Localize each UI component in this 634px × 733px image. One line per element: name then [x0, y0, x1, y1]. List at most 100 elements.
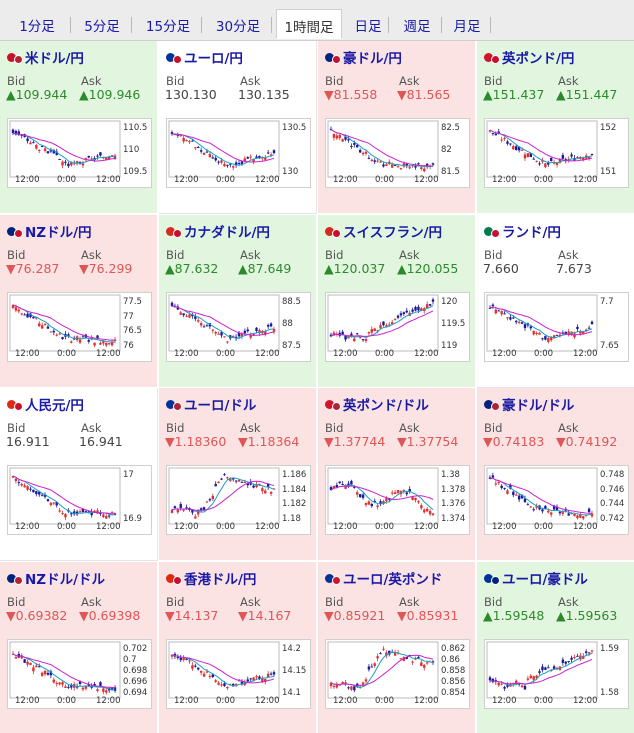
candle-body: [370, 503, 373, 507]
mini-chart[interactable]: 0.748 0.746 0.744 0.742: [484, 465, 629, 535]
candle-body: [503, 137, 506, 139]
pair-name-link[interactable]: 豪ドル/ドル: [484, 394, 574, 414]
currency-pair-card: ユーロ/円 Bid Ask 130.130 130.135 130.5 130 12:00 0:…: [159, 41, 317, 214]
tab-timeframe[interactable]: 15分足: [145, 19, 191, 35]
ma-short-line: [489, 129, 593, 164]
tab-timeframe[interactable]: 1分足: [19, 19, 55, 35]
mini-chart[interactable]: 82.5 82 81.5: [325, 118, 470, 188]
quote-flag-icon: [332, 576, 341, 585]
mini-chart[interactable]: 130.5 130: [166, 118, 311, 188]
candle-body: [214, 332, 217, 334]
candle-body: [234, 684, 238, 686]
candle-body: [547, 510, 550, 513]
mini-chart[interactable]: 110.5 110 109.5: [7, 118, 152, 188]
candle-body: [11, 129, 15, 134]
currency-flags-icon: [7, 399, 24, 411]
candle-body: [81, 508, 85, 512]
pair-name-link[interactable]: ユーロ/豪ドル: [484, 568, 588, 588]
mini-chart[interactable]: 0.702 0.7 0.698 0.696 0.694: [7, 639, 152, 709]
candle-body: [420, 308, 423, 311]
tab-timeframe[interactable]: 日足: [354, 19, 382, 35]
candle-body: [176, 306, 180, 310]
tab-timeframe[interactable]: 週足: [403, 19, 431, 35]
pair-name-link[interactable]: 英ポンド/円: [484, 47, 574, 67]
candle-body: [350, 333, 353, 336]
candle-body: [329, 334, 333, 337]
mini-chart[interactable]: 1.59 1.58: [484, 639, 629, 709]
candle-body: [208, 499, 212, 501]
tab-timeframe[interactable]: 月足: [453, 19, 481, 35]
candle-body: [417, 500, 420, 503]
quote-flag-icon: [332, 55, 341, 64]
candle-body: [535, 332, 538, 334]
pair-name-link[interactable]: 香港ドル/円: [166, 568, 256, 588]
candle-body: [541, 160, 544, 162]
ask-value: ▲1.59563: [556, 608, 617, 623]
pair-name-link[interactable]: 人民元/円: [7, 394, 84, 414]
candle-body: [179, 657, 182, 661]
pair-name-link[interactable]: スイスフラン/円: [325, 221, 442, 241]
candle-body: [43, 494, 47, 497]
pair-name-link[interactable]: ランド/円: [484, 221, 561, 241]
pair-name-link[interactable]: ユーロ/ドル: [166, 394, 256, 414]
candle-body: [582, 655, 585, 659]
pair-name-link[interactable]: 英ポンド/ドル: [325, 394, 429, 414]
ma-long-line: [489, 658, 593, 685]
candle-body: [17, 482, 21, 484]
candle-body: [43, 670, 47, 675]
candle-body: [214, 483, 217, 487]
pair-name-link[interactable]: カナダドル/円: [166, 221, 270, 241]
pair-name-link[interactable]: NZドル/ドル: [7, 568, 105, 588]
ask-direction-icon: ▲: [79, 87, 89, 102]
candle-body: [506, 490, 509, 494]
mini-chart[interactable]: 0.862 0.86 0.858 0.856 0.854: [325, 639, 470, 709]
x-tick-label: 12:00: [492, 522, 517, 532]
pair-name-link[interactable]: ユーロ/円: [166, 47, 243, 67]
mini-chart[interactable]: 77.5 77 76.5 76: [7, 292, 152, 362]
mini-chart[interactable]: 17 16.9: [7, 465, 152, 535]
candle-body: [512, 317, 515, 319]
candle-body: [170, 132, 174, 134]
candle-body: [226, 341, 229, 343]
mini-chart[interactable]: 1.186 1.184 1.182 1.18: [166, 465, 311, 535]
mini-chart[interactable]: 14.2 14.15 14.1: [166, 639, 311, 709]
tab-timeframe[interactable]: 5分足: [84, 19, 120, 35]
y-tick-label: 120: [441, 297, 458, 307]
tab-timeframe[interactable]: 30分足: [215, 19, 261, 35]
candle-body: [500, 311, 503, 315]
base-flag-icon: [484, 227, 493, 236]
ask-label: Ask: [558, 248, 579, 262]
tab-timeframe[interactable]: 1時間足: [276, 9, 342, 39]
y-tick-label: 14.2: [282, 644, 301, 654]
currency-pair-card: 英ポンド/ドル Bid Ask ▼1.37744 ▼1.37754 1.38 1.378 1.…: [318, 388, 476, 561]
bid-label: Bid: [7, 595, 26, 609]
mini-chart[interactable]: 1.38 1.378 1.376 1.374: [325, 465, 470, 535]
candle-body: [576, 515, 579, 519]
candle-body: [425, 662, 429, 664]
candle-body: [217, 333, 220, 335]
pair-name-link[interactable]: NZドル/円: [7, 221, 92, 241]
mini-chart[interactable]: 120 119.5 119: [325, 292, 470, 362]
pair-name-link[interactable]: 米ドル/円: [7, 47, 84, 67]
candle-body: [550, 670, 553, 672]
currency-pair-card: スイスフラン/円 Bid Ask ▲120.037 ▲120.055 120 119.5 11…: [318, 215, 476, 388]
candle-body: [220, 160, 223, 163]
plot-frame: [168, 467, 280, 525]
y-tick-label: 0.698: [123, 666, 148, 676]
x-tick-label: 12:00: [255, 696, 280, 706]
mini-chart[interactable]: 7.7 7.65: [484, 292, 629, 362]
candle-body: [205, 671, 209, 673]
currency-pair-card: 米ドル/円 Bid Ask ▲109.944 ▲109.946 110.5 110 109.5…: [0, 41, 158, 214]
candle-body: [96, 689, 99, 691]
candle-body: [332, 133, 336, 138]
pair-name-link[interactable]: 豪ドル/円: [325, 47, 402, 67]
ma-short-line: [489, 477, 593, 516]
bid-direction-icon: ▲: [483, 87, 493, 102]
x-tick-label: 0:00: [57, 175, 77, 185]
candle-body: [55, 151, 58, 156]
mini-chart[interactable]: 152 151: [484, 118, 629, 188]
pair-name-link[interactable]: ユーロ/英ポンド: [325, 568, 442, 588]
mini-chart[interactable]: 88.5 88 87.5: [166, 292, 311, 362]
ask-value: ▼1.18364: [238, 434, 299, 449]
candle-body: [544, 163, 547, 168]
